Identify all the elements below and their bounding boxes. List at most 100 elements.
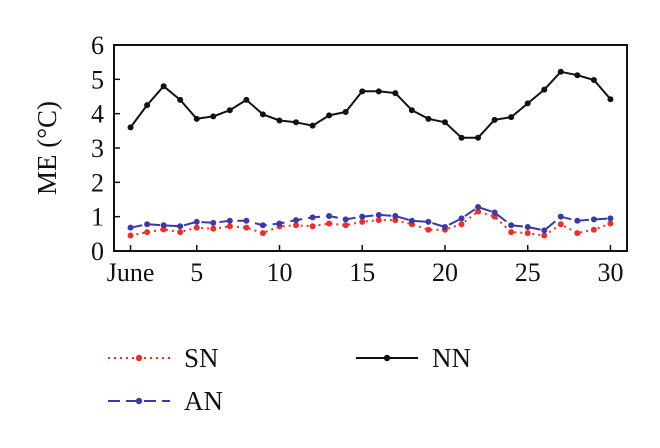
series-sn <box>127 208 614 239</box>
plot-frame <box>113 44 628 252</box>
data-point-an <box>326 212 333 219</box>
legend-item-an: AN <box>108 386 223 416</box>
data-point-nn <box>342 108 349 115</box>
data-point-sn <box>127 232 134 239</box>
data-point-sn <box>243 224 250 231</box>
data-point-an <box>392 212 399 219</box>
data-point-nn <box>243 96 250 103</box>
series-an <box>127 204 614 234</box>
data-point-sn <box>590 226 597 233</box>
y-tick-label: 5 <box>91 65 104 94</box>
data-point-nn <box>475 134 482 141</box>
data-point-an <box>177 223 184 230</box>
x-tick-label: June <box>107 258 155 287</box>
y-tick-label: 1 <box>91 203 104 232</box>
data-point-sn <box>193 224 200 231</box>
y-axis-ticks: 0 1 2 3 4 5 6 <box>91 31 120 266</box>
x-tick-label: 25 <box>515 258 541 287</box>
data-point-nn <box>210 113 217 120</box>
data-point-an <box>293 217 300 224</box>
x-tick-label: 30 <box>597 258 623 287</box>
y-tick-label: 2 <box>91 168 104 197</box>
data-point-an <box>491 209 498 216</box>
data-point-nn <box>375 88 382 95</box>
y-tick-label: 6 <box>91 31 104 60</box>
data-point-nn <box>160 83 167 90</box>
data-point-an <box>226 217 233 224</box>
data-point-sn <box>524 230 531 237</box>
data-point-an <box>425 218 432 225</box>
data-point-an <box>342 216 349 223</box>
data-point-nn <box>276 117 283 124</box>
data-point-sn <box>259 230 266 237</box>
data-point-an <box>590 216 597 223</box>
data-point-nn <box>508 114 515 121</box>
data-point-an <box>243 217 250 224</box>
data-point-nn <box>458 134 465 141</box>
data-point-an <box>607 215 614 222</box>
data-point-nn <box>326 112 333 119</box>
data-point-nn <box>524 100 531 107</box>
data-point-nn <box>590 77 597 84</box>
data-point-sn <box>144 229 151 236</box>
legend-item-sn: SN <box>108 343 219 373</box>
x-tick-label: 20 <box>432 258 458 287</box>
data-point-nn <box>574 72 581 79</box>
y-axis-label: ME (°C) <box>32 101 62 195</box>
legend: SN AN NN <box>108 343 471 416</box>
data-point-nn <box>441 119 448 126</box>
data-point-sn <box>541 232 548 239</box>
y-tick-label: 3 <box>91 134 104 163</box>
data-point-sn <box>557 221 564 228</box>
data-point-sn <box>342 222 349 229</box>
data-point-an <box>475 204 482 211</box>
data-point-sn <box>607 220 614 227</box>
x-tick-label: 10 <box>266 258 292 287</box>
data-point-an <box>557 213 564 220</box>
data-point-an <box>309 214 316 221</box>
data-point-sn <box>392 217 399 224</box>
data-point-an <box>408 217 415 224</box>
data-point-sn <box>326 220 333 227</box>
data-point-nn <box>408 107 415 114</box>
legend-marker-an <box>135 397 143 405</box>
data-point-sn <box>458 221 465 228</box>
data-point-sn <box>160 226 167 233</box>
legend-label-an: AN <box>184 386 223 416</box>
data-point-nn <box>293 119 300 126</box>
data-point-sn <box>210 225 217 232</box>
data-point-sn <box>293 222 300 229</box>
series-layer <box>127 68 614 239</box>
series-line-nn <box>129 70 612 139</box>
data-point-an <box>508 222 515 229</box>
series-nn <box>127 68 614 141</box>
data-point-sn <box>309 223 316 230</box>
data-point-nn <box>607 96 614 103</box>
y-tick-label: 4 <box>91 100 104 129</box>
x-tick-label: 5 <box>190 258 203 287</box>
legend-label-nn: NN <box>432 343 471 373</box>
data-point-sn <box>375 217 382 224</box>
data-point-an <box>441 223 448 230</box>
y-tick-label: 0 <box>91 237 104 266</box>
data-point-an <box>574 217 581 224</box>
data-point-an <box>144 221 151 228</box>
data-point-sn <box>475 208 482 215</box>
data-point-nn <box>557 68 564 75</box>
data-point-nn <box>491 116 498 123</box>
data-point-nn <box>259 111 266 118</box>
data-point-nn <box>177 96 184 103</box>
legend-label-sn: SN <box>184 343 219 373</box>
data-point-nn <box>193 115 200 122</box>
data-point-an <box>276 220 283 227</box>
data-point-an <box>210 219 217 226</box>
data-point-sn <box>574 230 581 237</box>
data-point-nn <box>425 115 432 122</box>
data-point-an <box>160 222 167 229</box>
data-point-an <box>458 215 465 222</box>
data-point-sn <box>491 213 498 220</box>
data-point-nn <box>144 102 151 109</box>
x-axis-ticks: June 5 10 15 20 25 30 <box>107 245 623 287</box>
axes <box>113 44 628 252</box>
